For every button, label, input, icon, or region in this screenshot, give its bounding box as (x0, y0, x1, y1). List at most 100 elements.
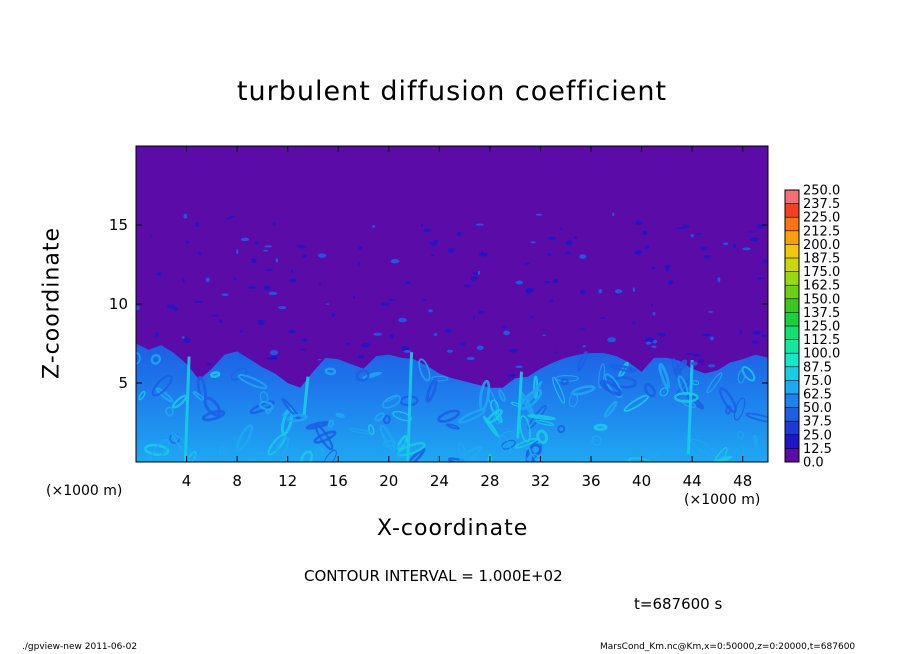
turbulence-swirl (381, 395, 402, 409)
turbulent-patch (289, 278, 297, 283)
turbulence-swirl (425, 378, 438, 403)
turbulence-swirl (237, 374, 268, 390)
convective-plume (686, 360, 694, 455)
colorbar-label: 150.0 (803, 292, 840, 307)
turbulent-patch (185, 240, 190, 244)
colorbar-swatch (785, 394, 799, 408)
turbulent-patch (691, 361, 698, 366)
convective-plume (516, 371, 524, 439)
colorbar-swatch (785, 298, 799, 313)
x-tick-label: 28 (480, 472, 499, 490)
turbulent-patch (752, 331, 761, 335)
turbulent-patch (717, 277, 721, 283)
turbulent-patch (331, 312, 336, 318)
turbulence-swirl (571, 385, 596, 396)
turbulent-patch (205, 277, 210, 283)
x-tick-label: 32 (531, 472, 550, 490)
turbulent-patch (692, 353, 701, 357)
colorbar-label: 250.0 (803, 184, 840, 199)
turbulence-swirl (648, 452, 660, 457)
colorbar-label: 100.0 (803, 347, 840, 362)
y-tick-label: 10 (109, 295, 128, 313)
turbulent-patch (542, 334, 546, 337)
turbulence-swirl (382, 414, 391, 425)
turbulent-patch (288, 329, 296, 334)
turbulent-patch (598, 289, 603, 294)
turbulence-swirl (643, 383, 656, 398)
turbulent-patch (156, 272, 162, 276)
turbulent-patch (248, 286, 256, 289)
turbulent-patch (748, 231, 756, 233)
colorbar-swatch (785, 339, 799, 354)
turbulent-patch (761, 334, 767, 338)
turbulence-swirl (730, 445, 745, 462)
turbulent-patch (460, 341, 465, 347)
turbulent-patch (346, 342, 350, 346)
turbulent-patch (167, 304, 176, 310)
turbulent-patch (456, 232, 462, 237)
turbulent-patch (136, 305, 140, 311)
turbulence-swirl (437, 409, 461, 423)
turbulent-patch (690, 233, 694, 238)
turbulence-swirl (458, 408, 486, 424)
turbulent-patch (236, 249, 239, 255)
turbulent-patch (431, 254, 435, 257)
turbulence-swirl (401, 447, 426, 462)
colorbar-label: 50.0 (803, 401, 832, 416)
x-axis-unit-right: (×1000 m) (684, 492, 761, 508)
turbulent-patch (702, 333, 712, 337)
turbulent-patch (658, 332, 666, 337)
turbulence-swirl (392, 446, 401, 462)
turbulence-swirl (459, 445, 483, 462)
turbulent-patch (650, 304, 654, 307)
colorbar-swatch (785, 217, 799, 232)
turbulence-swirl (447, 457, 467, 462)
colorbar-swatch (785, 434, 799, 449)
turbulent-patch (530, 316, 534, 319)
turbulence-swirl (136, 352, 141, 365)
turbulent-patch (503, 330, 510, 336)
turbulent-patch (195, 222, 200, 227)
turbulence-swirl (313, 430, 337, 444)
turbulent-patch (645, 337, 654, 343)
turbulence-swirl (203, 396, 221, 417)
turbulence-swirl (286, 413, 308, 423)
turbulence-swirl (348, 428, 371, 434)
y-tick-label: 5 (118, 374, 128, 392)
colorbar-swatch (785, 421, 799, 436)
colorbar-swatch (785, 203, 799, 218)
x-axis-ticks: 4 8 12 16 20 24 28 32 36 40 44 48 (182, 146, 752, 490)
turbulent-patch (317, 253, 327, 258)
colorbar-label: 37.5 (803, 415, 832, 430)
turbulence-swirl (171, 431, 193, 457)
turbulence-swirl (482, 415, 500, 438)
turbulent-patch (553, 278, 559, 284)
turbulent-patch (211, 314, 219, 317)
colorbar-label: 212.5 (803, 224, 840, 239)
turbulent-patch (544, 281, 551, 284)
colorbar-swatch (785, 230, 799, 245)
turbulent-patch (297, 244, 307, 249)
turbulent-patch (547, 236, 557, 241)
turbulence-swirl (659, 387, 669, 397)
turbulence-swirl (322, 449, 337, 462)
turbulent-patch (197, 251, 202, 256)
turbulence-swirl (523, 446, 532, 462)
turbulence-swirl (706, 372, 723, 394)
turbulence-swirl (230, 367, 248, 381)
turbulence-swirl (259, 400, 274, 411)
turbulent-patch (273, 222, 276, 226)
colorbar-label: 75.0 (803, 374, 832, 389)
turbulence-swirl (392, 410, 412, 422)
turbulent-patch (181, 336, 185, 339)
turbulent-patch (299, 348, 307, 351)
x-tick-label: 48 (733, 472, 752, 490)
turbulence-swirl (599, 379, 623, 397)
turbulence-swirl (690, 438, 717, 457)
turbulent-patch (263, 285, 271, 291)
turbulent-patch (263, 249, 268, 252)
turbulent-patch (600, 317, 606, 319)
turbulence-swirl (519, 415, 531, 443)
turbulent-patch (389, 334, 394, 340)
turbulent-patch (357, 261, 360, 267)
